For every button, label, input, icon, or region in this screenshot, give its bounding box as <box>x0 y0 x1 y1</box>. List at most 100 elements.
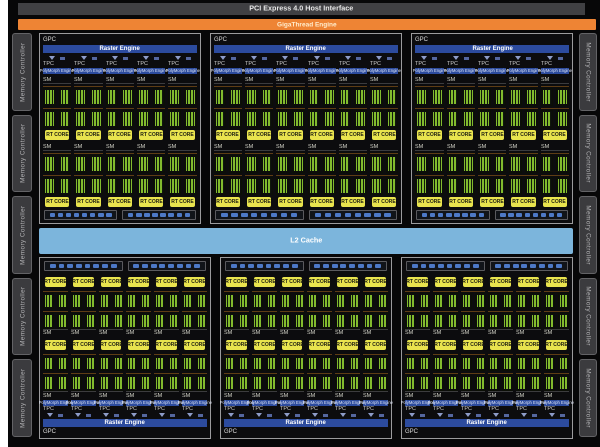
cuda-core-row <box>307 86 336 106</box>
rt-core-label: RT CORE <box>512 199 535 205</box>
sm-block: RT CORE SM <box>279 339 305 400</box>
rop-unit <box>374 213 381 217</box>
rop-partition <box>122 210 196 220</box>
sm-label-row: SM <box>245 143 274 151</box>
rt-core-badge: RT CORE <box>434 277 457 287</box>
polymorph-engine-label: PolyMorph Engine <box>455 400 491 406</box>
raster-port-icons <box>71 412 96 418</box>
cuda-core-array <box>530 312 542 329</box>
tpc-column: TPC PolyMorph Engine SM RT CORE SM RT CORE <box>475 55 509 208</box>
raster-port-icons <box>74 55 102 61</box>
polymorph-engine-bar: PolyMorph Engine <box>336 68 370 74</box>
rt-core-badge: RT CORE <box>517 339 540 350</box>
tpc-label: TPC <box>74 60 86 67</box>
sm-block: RT CORE SM <box>307 276 333 337</box>
tpc-label-row: TPC <box>415 61 443 67</box>
rop-unit <box>230 264 237 268</box>
cuda-core-array <box>509 155 522 173</box>
cuda-core-row <box>544 291 569 309</box>
gpc-label-row: GPC <box>43 428 207 436</box>
cuda-core-row <box>370 86 399 106</box>
sm-label-row: SM <box>182 391 207 399</box>
sm-label-row: SM <box>509 143 538 151</box>
tpc-column: TPC PolyMorph Engine SM RT CORE SM RT CORE <box>165 55 200 208</box>
cuda-core-array <box>335 355 347 372</box>
sm-label-row: SM <box>363 328 388 337</box>
tpc-row: TPC PolyMorph Engine SM RT CORE SM RT CORE TPC… <box>211 55 401 208</box>
sm-label-row: SM <box>460 391 486 399</box>
cuda-core-row <box>279 291 305 309</box>
cuda-core-row <box>307 175 336 195</box>
block-icon <box>86 413 92 417</box>
block-icon <box>58 413 64 417</box>
cuda-core-array <box>43 293 54 309</box>
tpc-label: TPC <box>544 405 556 412</box>
sm-block: SM RT CORE <box>276 143 305 208</box>
raster-port-icons <box>433 412 458 418</box>
cuda-core-row <box>335 373 361 391</box>
cuda-core-row <box>488 310 514 329</box>
raster-engine-bar: Raster Engine <box>405 419 569 427</box>
cuda-core-row <box>213 108 242 128</box>
sm-block: SM RT CORE <box>43 143 72 208</box>
tpc-label: TPC <box>224 405 235 412</box>
cuda-core-row <box>488 353 514 372</box>
sm-label: SM <box>307 76 316 83</box>
sm-label-row: SM <box>168 143 197 151</box>
rop-unit <box>176 264 183 268</box>
rop-row <box>44 210 196 220</box>
rop-unit <box>524 213 530 217</box>
memory-controller: Memory Controller <box>579 33 597 111</box>
sm-label-row: SM <box>370 76 399 84</box>
cuda-core-array <box>140 355 152 372</box>
rop-unit <box>349 264 355 268</box>
sm-label-row: SM <box>516 328 542 337</box>
cuda-core-row <box>105 175 135 195</box>
rop-unit <box>274 264 281 268</box>
cuda-core-array <box>84 355 96 372</box>
rop-unit <box>58 264 65 268</box>
triangle-icon <box>344 56 351 60</box>
rop-unit <box>411 264 418 268</box>
tpc-column: RT CORE SM RT CORE SM PolyMorph Engine TPC <box>358 274 393 418</box>
cuda-core-row <box>245 108 274 128</box>
cuda-core-row <box>405 310 430 329</box>
cuda-core-array <box>418 293 430 309</box>
cuda-core-array <box>237 312 249 329</box>
sm-block: RT CORE SM <box>182 276 207 337</box>
rt-core-label: RT CORE <box>461 279 485 285</box>
rop-row <box>44 261 206 271</box>
tpc-label-row: TPC <box>168 61 196 67</box>
cuda-core-row <box>509 108 538 128</box>
sm-label: SM <box>432 329 442 336</box>
tpc-column: TPC PolyMorph Engine SM RT CORE SM RT CORE <box>103 55 137 208</box>
cuda-core-array <box>154 312 166 329</box>
cuda-core-row <box>43 373 68 391</box>
sm-label: SM <box>307 392 316 399</box>
sm-label: SM <box>540 143 549 150</box>
cuda-core-row <box>338 153 367 173</box>
rop-unit <box>291 264 298 268</box>
cuda-core-row <box>126 373 152 391</box>
polymorph-engine-bar: PolyMorph Engine <box>367 68 401 74</box>
rt-core-label: RT CORE <box>449 132 473 138</box>
tpc-row: RT CORE SM RT CORE SM PolyMorph Engine TPC RT … <box>219 274 393 418</box>
rt-core-label: RT CORE <box>44 341 67 347</box>
sm-label: SM <box>279 329 288 336</box>
cuda-core-row <box>251 353 277 372</box>
cuda-core-array <box>558 375 569 391</box>
rt-core-label: RT CORE <box>155 341 178 347</box>
sm-label-row: SM <box>43 391 68 399</box>
rt-core-badge: RT CORE <box>155 339 178 350</box>
cuda-core-array <box>154 355 166 372</box>
cuda-core-row <box>509 153 538 173</box>
sm-label: SM <box>213 76 222 83</box>
polymorph-engine-label: PolyMorph Engine <box>358 400 393 406</box>
polymorph-engine-label: PolyMorph Engine <box>443 68 478 74</box>
sm-label-row: SM <box>509 76 538 84</box>
gpc-label: GPC <box>213 36 227 43</box>
rt-core-badge: RT CORE <box>278 197 303 207</box>
cuda-core-array <box>516 312 528 329</box>
cuda-core-array <box>558 312 569 329</box>
sm-label: SM <box>509 143 518 150</box>
